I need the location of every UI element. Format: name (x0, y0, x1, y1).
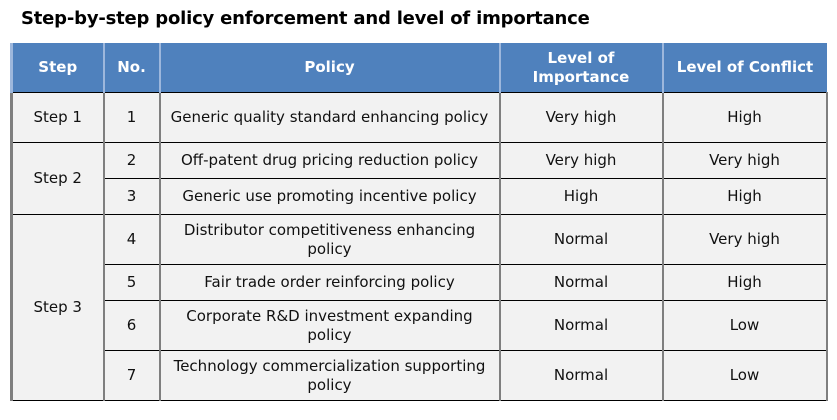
table-row: 3 Generic use promoting incentive policy… (12, 178, 828, 215)
header-importance: Level of Importance (498, 43, 663, 93)
header-conflict: Level of Conflict (661, 43, 827, 93)
table-row: Step 1 1 Generic quality standard enhanc… (10, 92, 828, 143)
importance-cell: Normal (498, 300, 664, 351)
table-row: 5 Fair trade order reinforcing policy No… (12, 264, 828, 301)
policy-cell: Corporate R&D investment expanding polic… (158, 300, 501, 351)
table-title: Step-by-step policy enforcement and leve… (21, 8, 590, 29)
no-cell: 2 (102, 142, 161, 179)
conflict-cell: Low (661, 350, 828, 401)
importance-cell: High (498, 178, 664, 215)
conflict-cell: Very high (661, 214, 828, 265)
no-cell: 7 (102, 350, 161, 401)
conflict-cell: High (661, 178, 828, 215)
no-cell: 6 (102, 300, 161, 351)
policy-cell: Generic use promoting incentive policy (158, 178, 501, 215)
policy-table: Step No. Policy Level of Importance Leve… (10, 43, 828, 401)
no-cell: 1 (102, 92, 161, 143)
policy-cell: Generic quality standard enhancing polic… (158, 92, 501, 143)
policy-cell: Technology commercialization supporting … (158, 350, 501, 401)
header-step: Step (10, 43, 104, 93)
conflict-cell: High (661, 92, 828, 143)
header-policy: Policy (158, 43, 500, 93)
policy-cell: Fair trade order reinforcing policy (158, 264, 501, 301)
table-row: Step 3 4 Distributor competitiveness enh… (10, 214, 828, 401)
header-no: No. (102, 43, 160, 93)
conflict-cell: Low (661, 300, 828, 351)
no-cell: 5 (102, 264, 161, 301)
conflict-cell: High (661, 264, 828, 301)
step-cell: Step 2 (10, 142, 105, 215)
table-row: 6 Corporate R&D investment expanding pol… (12, 300, 828, 351)
importance-cell: Normal (498, 264, 664, 301)
table-row: 7 Technology commercialization supportin… (12, 350, 828, 401)
conflict-cell: Very high (661, 142, 828, 179)
no-cell: 3 (102, 178, 161, 215)
policy-cell: Off-patent drug pricing reduction policy (158, 142, 501, 179)
no-cell: 4 (102, 214, 161, 265)
header-row: Step No. Policy Level of Importance Leve… (10, 43, 827, 93)
importance-cell: Very high (498, 92, 664, 143)
importance-cell: Very high (498, 142, 664, 179)
importance-cell: Normal (498, 350, 664, 401)
importance-cell: Normal (498, 214, 664, 265)
step-cell: Step 3 (10, 214, 105, 401)
table-row: Step 2 2 Off-patent drug pricing reducti… (10, 142, 828, 215)
policy-cell: Distributor competitiveness enhancing po… (158, 214, 501, 265)
step-cell: Step 1 (10, 92, 105, 143)
